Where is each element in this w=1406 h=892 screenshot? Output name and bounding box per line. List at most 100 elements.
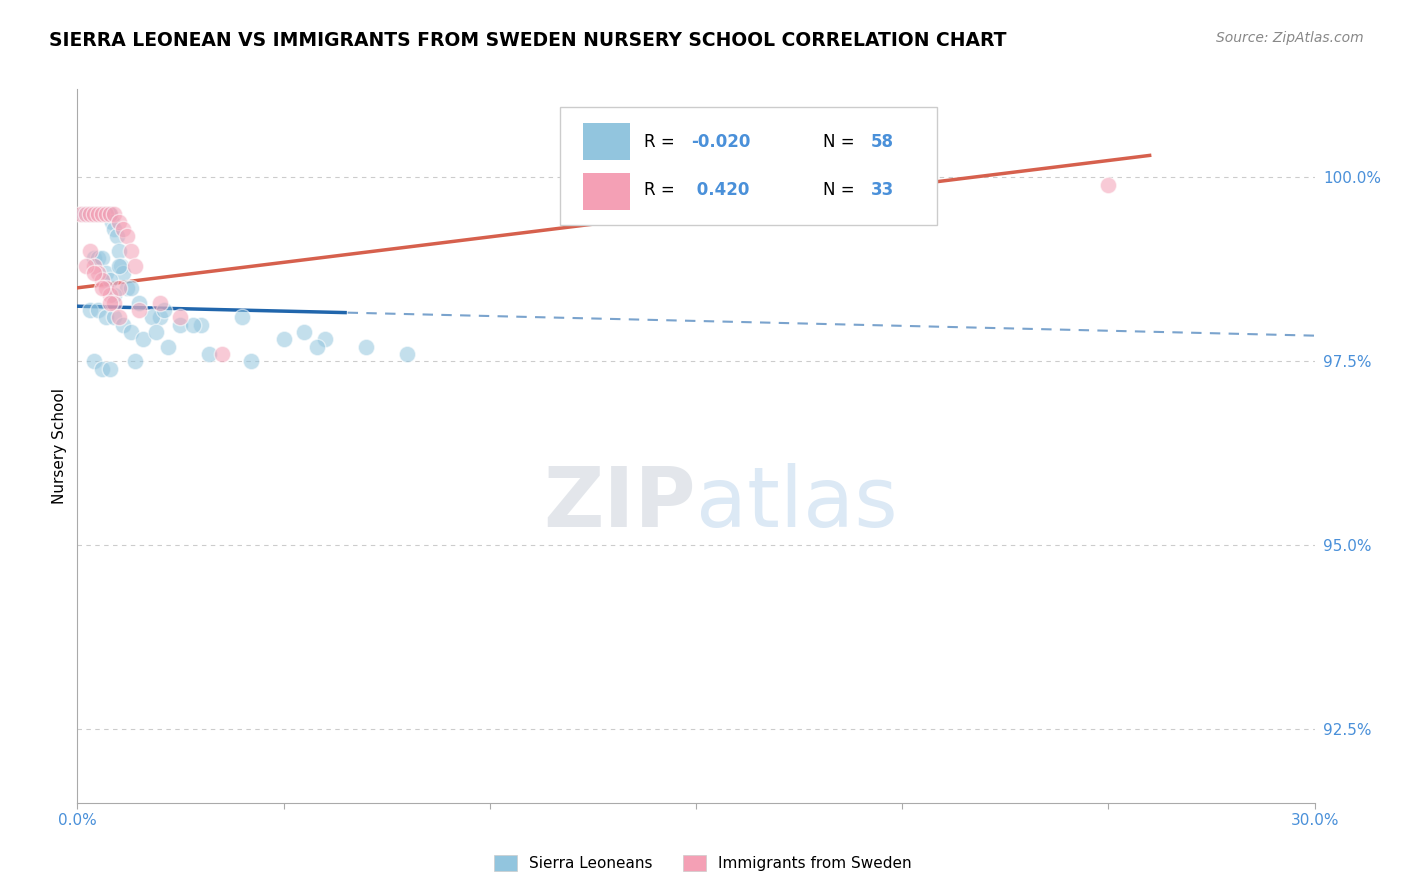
Point [198,347,221,361]
Point [79,244,101,258]
Point [115,229,138,244]
Point [157,340,180,354]
Point [239,354,262,368]
Point [87,266,110,280]
Point [101,214,124,228]
Point [153,302,176,317]
Point [96,207,118,221]
Bar [583,173,630,211]
Point [103,288,125,302]
Point [396,347,419,361]
Point [79,207,101,221]
Point [305,340,328,354]
Text: 0.420: 0.420 [690,181,749,199]
Point [107,259,129,273]
Y-axis label: Nursery School: Nursery School [52,388,67,504]
Point [107,281,129,295]
Point [105,229,128,244]
Point [75,207,97,221]
Point [87,207,110,221]
Point [111,318,134,332]
Point [273,332,295,346]
Point [111,222,134,236]
Point [169,310,191,325]
Point [115,281,138,295]
Point [145,325,167,339]
Point [83,207,105,221]
Point [96,266,118,280]
Point [725,178,748,192]
Point [91,273,114,287]
Point [98,288,121,302]
Point [124,259,146,273]
Point [124,354,146,368]
Point [120,281,142,295]
Point [128,295,150,310]
Text: 33: 33 [870,181,894,199]
Point [89,207,111,221]
Point [70,207,93,221]
Point [128,302,150,317]
Point [169,318,191,332]
Point [76,207,98,221]
Point [91,361,114,376]
Point [72,207,94,221]
Point [103,207,125,221]
Bar [583,123,630,161]
Text: Source: ZipAtlas.com: Source: ZipAtlas.com [1216,31,1364,45]
Point [96,281,118,295]
Text: N =: N = [824,181,860,199]
Point [79,207,101,221]
Point [93,207,115,221]
Point [211,347,233,361]
Point [83,354,105,368]
Point [98,295,121,310]
Point [87,252,110,266]
Point [98,273,121,287]
Point [103,310,125,325]
Point [79,302,101,317]
Point [91,252,114,266]
Point [107,214,129,228]
Point [354,340,377,354]
Point [98,361,121,376]
Point [83,252,105,266]
Point [87,302,110,317]
Text: 58: 58 [870,133,893,151]
Text: R =: R = [644,133,681,151]
Text: atlas: atlas [696,463,897,543]
Point [132,332,155,346]
Point [96,207,118,221]
Point [181,318,204,332]
Text: ZIP: ZIP [544,463,696,543]
Point [91,281,114,295]
Point [231,310,253,325]
Point [84,207,107,221]
Point [314,332,336,346]
Point [97,207,120,221]
Point [149,310,172,325]
Point [103,222,125,236]
Point [80,207,103,221]
Point [1097,178,1119,192]
Point [75,259,97,273]
Point [107,310,129,325]
Point [83,207,105,221]
Point [83,266,105,280]
Point [107,244,129,258]
Point [87,207,110,221]
Legend: Sierra Leoneans, Immigrants from Sweden: Sierra Leoneans, Immigrants from Sweden [488,849,918,877]
Text: -0.020: -0.020 [690,133,751,151]
Point [91,207,114,221]
Point [190,318,212,332]
Text: N =: N = [824,133,860,151]
Text: R =: R = [644,181,681,199]
Point [75,207,97,221]
Point [149,295,172,310]
Point [120,325,142,339]
Point [83,259,105,273]
Point [110,259,132,273]
Point [91,207,114,221]
Point [103,295,125,310]
Point [96,310,118,325]
